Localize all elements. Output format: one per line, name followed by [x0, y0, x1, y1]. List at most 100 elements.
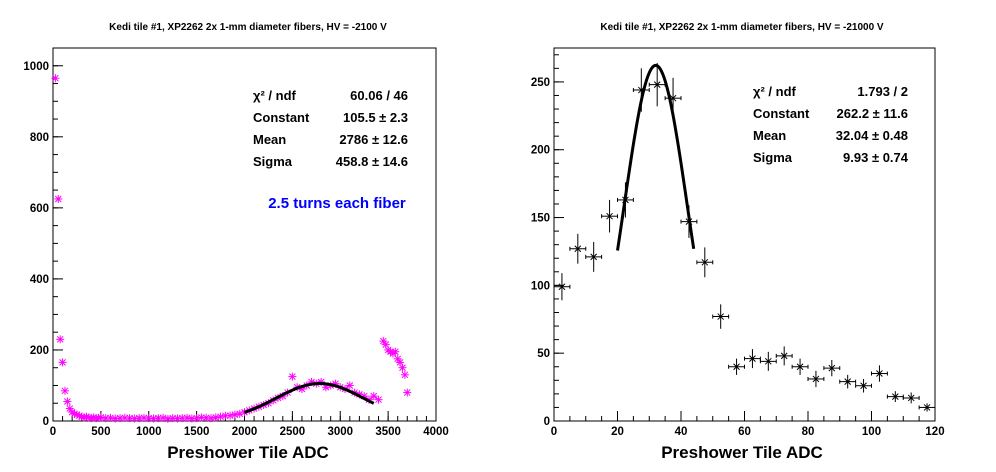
stat-value: 32.04 ± 0.48 [836, 128, 908, 143]
right-data-points [553, 62, 936, 412]
x-tick-label: 4000 [423, 426, 449, 438]
data-point [791, 358, 809, 375]
y-tick-label: 600 [30, 203, 49, 215]
data-point [696, 247, 714, 278]
y-tick-label: 1000 [23, 61, 49, 73]
stat-label: Sigma [753, 150, 793, 165]
x-tick-label: 3500 [375, 426, 401, 438]
data-point [569, 233, 587, 264]
right-x-axis-label: Preshower Tile ADC [661, 443, 823, 462]
y-tick-label: 800 [30, 132, 49, 144]
left-plot: Kedi tile #1, XP2262 2x 1-mm diameter fi… [23, 22, 448, 462]
x-tick-label: 100 [862, 426, 881, 438]
stat-label: Constant [253, 110, 310, 125]
y-tick-label: 200 [531, 145, 550, 157]
data-point [63, 397, 72, 406]
x-tick-label: 500 [91, 426, 110, 438]
stat-label: Constant [753, 106, 810, 121]
right-gaussian-fit-curve [616, 63, 696, 251]
y-tick-label: 100 [531, 280, 550, 292]
stat-value: 458.8 ± 14.6 [336, 154, 408, 169]
data-point [56, 335, 65, 344]
data-point [51, 74, 60, 83]
data-point [403, 388, 412, 397]
x-tick-label: 0 [50, 426, 56, 438]
data-point [60, 386, 69, 395]
data-point [553, 273, 571, 301]
data-point [221, 411, 230, 420]
stat-value: 2786 ± 12.6 [339, 132, 408, 147]
x-tick-label: 1000 [136, 426, 162, 438]
data-point [775, 346, 793, 366]
y-tick-label: 400 [30, 274, 49, 286]
stat-label: χ² / ndf [253, 88, 297, 103]
x-tick-label: 1500 [184, 426, 210, 438]
data-point [230, 410, 239, 419]
data-point [391, 347, 400, 356]
y-tick-label: 250 [531, 77, 550, 89]
x-tick-label: 120 [925, 426, 944, 438]
data-point [918, 403, 936, 412]
right-axis-ticks: 0 20 40 60 80 100 120 0 50 100 150 200 250 [531, 54, 945, 438]
right-plot-title: Kedi tile #1, XP2262 2x 1-mm diameter fi… [600, 22, 884, 33]
x-tick-label: 2500 [280, 426, 306, 438]
data-point [871, 365, 888, 382]
x-tick-label: 80 [802, 426, 815, 438]
left-plot-title: Kedi tile #1, XP2262 2x 1-mm diameter fi… [109, 22, 387, 33]
data-point [744, 349, 761, 369]
data-point [759, 351, 777, 371]
left-gaussian-fit-curve [244, 382, 375, 414]
data-point [58, 358, 67, 367]
data-point [192, 414, 201, 423]
left-annotation: 2.5 turns each fiber [268, 195, 406, 212]
data-point [369, 392, 378, 401]
stat-value: 9.93 ± 0.74 [843, 150, 909, 165]
data-point [807, 370, 825, 388]
left-plot-frame [52, 47, 437, 422]
x-tick-label: 3000 [327, 426, 353, 438]
data-point [839, 374, 857, 389]
data-point [902, 392, 920, 404]
data-point [398, 363, 407, 372]
stat-label: χ² / ndf [753, 84, 797, 99]
data-point [855, 378, 872, 393]
left-x-axis-label: Preshower Tile ADC [167, 443, 329, 462]
y-tick-label: 150 [531, 213, 550, 225]
y-tick-label: 0 [43, 416, 49, 428]
stat-value: 1.793 / 2 [857, 84, 908, 99]
stat-value: 105.5 ± 2.3 [343, 110, 408, 125]
data-point [728, 358, 745, 375]
data-point [183, 413, 192, 422]
x-tick-label: 60 [738, 426, 751, 438]
y-tick-label: 200 [30, 345, 49, 357]
y-tick-label: 50 [537, 348, 550, 360]
stat-label: Sigma [253, 154, 293, 169]
left-stats-box: χ² / ndf 60.06 / 46 Constant 105.5 ± 2.3 Mea… [253, 88, 408, 169]
stat-value: 262.2 ± 11.6 [837, 106, 908, 121]
left-axis-ticks: 0 500 1000 1500 2000 2500 3000 3500 4000 0 200 400 6… [23, 47, 449, 438]
data-point [400, 370, 409, 379]
data-point [130, 414, 139, 423]
right-stats-box: χ² / ndf 1.793 / 2 Constant 262.2 ± 11.6 Mea… [753, 84, 909, 165]
x-tick-label: 2000 [232, 426, 258, 438]
data-point [585, 241, 603, 272]
data-point [823, 359, 841, 377]
left-data-points [51, 74, 412, 423]
data-point [886, 391, 904, 403]
data-point [54, 194, 63, 203]
data-point [288, 372, 297, 381]
data-point [135, 414, 144, 423]
stat-label: Mean [753, 128, 786, 143]
x-tick-label: 0 [551, 426, 557, 438]
data-point [712, 304, 730, 329]
stat-label: Mean [253, 132, 286, 147]
right-plot: Kedi tile #1, XP2262 2x 1-mm diameter fi… [531, 22, 945, 462]
data-point [374, 395, 383, 404]
x-tick-label: 40 [675, 426, 688, 438]
y-tick-label: 0 [544, 416, 550, 428]
data-point [601, 199, 618, 233]
data-point [345, 381, 354, 390]
stat-value: 60.06 / 46 [350, 88, 408, 103]
x-tick-label: 20 [611, 426, 624, 438]
